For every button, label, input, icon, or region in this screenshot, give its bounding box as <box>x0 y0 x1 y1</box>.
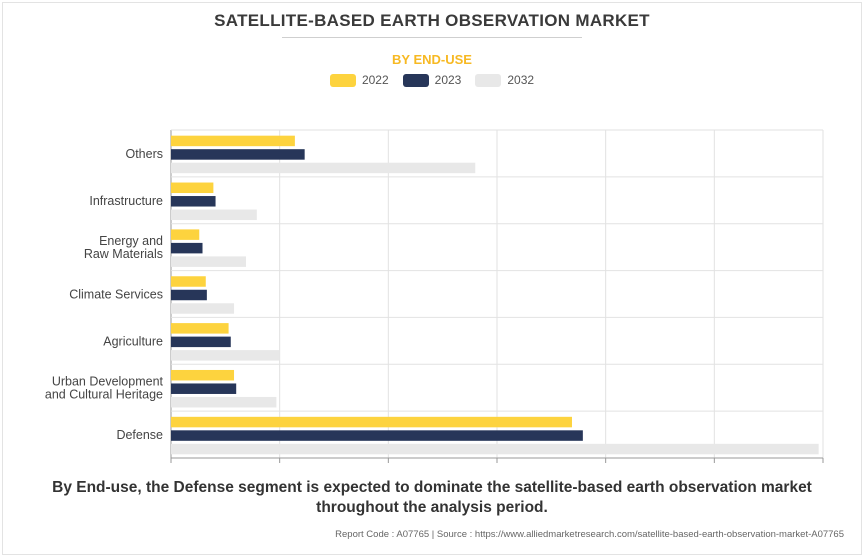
category-label-line: Infrastructure <box>89 194 163 208</box>
category-label: Defense <box>116 428 163 442</box>
footer-statement: By End-use, the Defense segment is expec… <box>20 478 844 518</box>
title-divider <box>282 37 582 38</box>
bar-2022 <box>171 229 200 240</box>
legend-label-2023: 2023 <box>434 73 462 87</box>
bar-2032 <box>171 396 277 408</box>
category-label-line: Others <box>125 147 163 161</box>
legend-item-2023[interactable]: 2023 <box>402 73 462 87</box>
legend-label-2022: 2022 <box>361 73 389 87</box>
category-label-line: Urban Development <box>52 375 164 389</box>
category-label: Energy and Raw Materials <box>84 234 163 261</box>
category-label-line: Agriculture <box>103 334 163 348</box>
legend-item-2032[interactable]: 2032 <box>475 73 534 87</box>
legend-label-2032: 2032 <box>507 73 535 87</box>
bar-2022 <box>171 135 295 147</box>
legend-swatch-2032 <box>475 73 502 87</box>
bar-2032 <box>171 209 257 221</box>
bar-2023 <box>171 149 305 160</box>
category-label: Others <box>125 147 163 161</box>
bar-2032 <box>171 350 280 361</box>
source-note: Report Code : A07765 | Source : https://… <box>335 529 844 540</box>
category-label-line: Energy and <box>99 234 163 248</box>
legend-item-2022[interactable]: 2022 <box>329 73 389 87</box>
category-label-line: and Cultural Heritage <box>45 388 163 402</box>
category-label-line: Defense <box>116 428 163 442</box>
bar-2022 <box>171 276 206 287</box>
bar-2023 <box>171 289 207 301</box>
legend: 2022 2023 2032 <box>0 73 864 87</box>
bar-2022 <box>171 182 214 194</box>
bar-2022 <box>171 416 572 428</box>
bar-2032 <box>171 443 819 455</box>
footer-line-2: throughout the analysis period. <box>316 499 548 516</box>
category-label: Urban Development and Cultural Heritage <box>45 375 164 402</box>
legend-swatch-2023 <box>402 73 429 87</box>
category-label: Infrastructure <box>89 194 163 208</box>
bar-2032 <box>171 256 246 267</box>
bar-2022 <box>171 369 235 381</box>
bar-2032 <box>171 303 235 314</box>
bar-2023 <box>171 196 216 207</box>
category-label-line: Raw Materials <box>84 247 163 261</box>
bar-2023 <box>171 242 203 254</box>
bar-2032 <box>171 162 476 174</box>
category-label-line: Climate Services <box>69 288 163 302</box>
bar-2023 <box>171 383 237 394</box>
category-label: Agriculture <box>103 334 163 348</box>
chart-title: SATELLITE-BASED EARTH OBSERVATION MARKET <box>214 11 650 30</box>
chart-subtitle: BY END-USE <box>392 52 472 67</box>
footer-line-1: By End-use, the Defense segment is expec… <box>52 479 812 496</box>
bar-2023 <box>171 430 583 441</box>
legend-swatch-2022 <box>329 73 356 87</box>
category-label: Climate Services <box>69 288 163 302</box>
bar-2023 <box>171 336 231 348</box>
bar-2022 <box>171 323 229 334</box>
